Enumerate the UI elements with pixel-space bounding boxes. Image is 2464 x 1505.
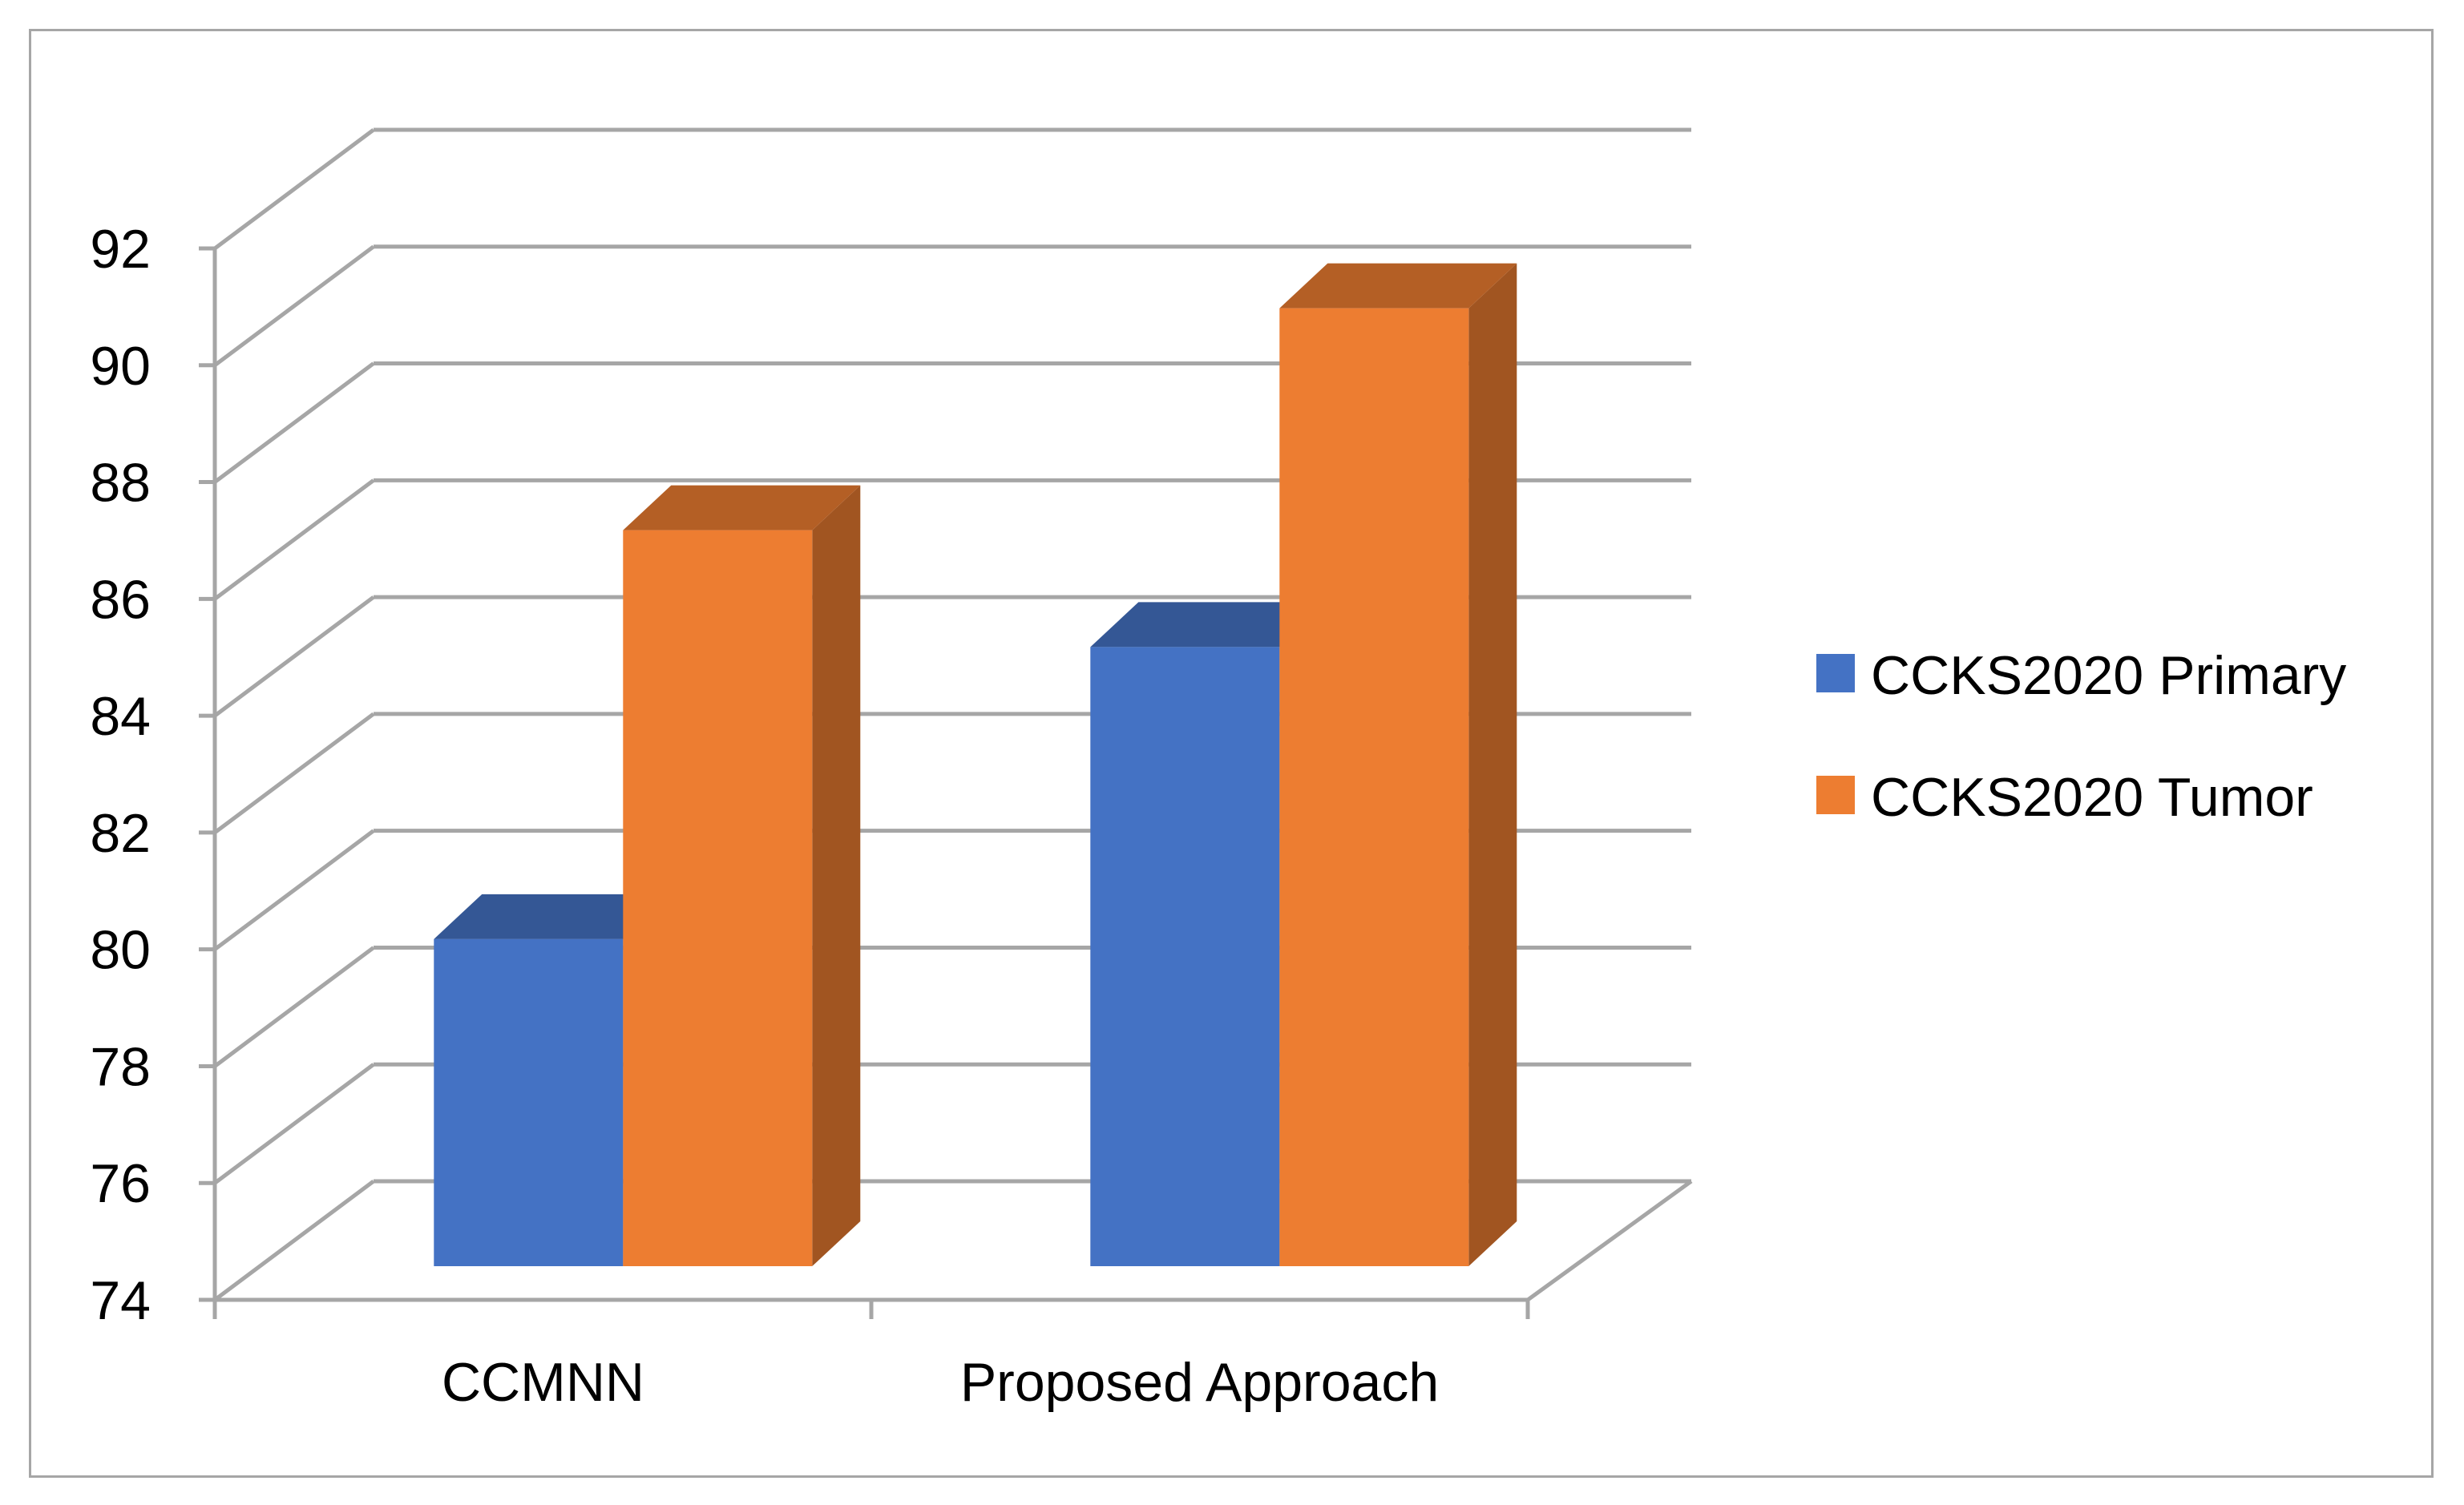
bar-top <box>434 894 672 939</box>
bar-front <box>1090 647 1280 1266</box>
bar-front <box>434 938 624 1266</box>
y-tick-label: 86 <box>90 569 151 630</box>
gridline-side-88 <box>213 361 375 484</box>
y-tick-label: 74 <box>90 1270 151 1331</box>
y-tick-label: 80 <box>90 920 151 981</box>
gridline-side-90 <box>213 244 375 367</box>
bar-top <box>623 485 861 531</box>
legend-item: CCKS2020 Primary <box>1816 645 2346 706</box>
bar-front <box>623 530 813 1266</box>
gridline-side-80 <box>213 829 375 951</box>
y-tick-label: 84 <box>90 686 151 747</box>
y-tick-label: 88 <box>90 453 151 514</box>
bar-ccks2020-tumor-proposed-approach <box>1279 263 1517 1267</box>
axes <box>199 246 1530 1319</box>
y-tick-labels: 74 76 78 80 82 84 86 88 90 92 <box>90 219 151 1331</box>
legend-item: CCKS2020 Tumor <box>1816 767 2313 828</box>
legend-swatch <box>1816 654 1855 692</box>
y-tick-label: 82 <box>90 803 151 864</box>
y-tick-label: 78 <box>90 1036 151 1097</box>
bar-ccks2020-tumor-ccmnn <box>623 485 861 1266</box>
bar-top <box>1090 602 1328 648</box>
gridline-side-84 <box>213 595 375 718</box>
bar-top <box>1279 263 1517 309</box>
legend: CCKS2020 Primary CCKS2020 Tumor <box>1816 645 2346 828</box>
y-tick-label: 92 <box>90 219 151 280</box>
gridline-side-86 <box>213 478 375 601</box>
y-tick-label: 90 <box>90 336 151 397</box>
legend-label: CCKS2020 Primary <box>1871 645 2346 706</box>
gridline-side-76 <box>213 1063 375 1185</box>
gridline-side-92 <box>213 127 375 251</box>
legend-label: CCKS2020 Tumor <box>1871 767 2313 828</box>
bar-front <box>1279 308 1469 1267</box>
gridline-side-74 <box>213 1179 375 1302</box>
bars <box>434 263 1517 1267</box>
gridline-side-82 <box>213 712 375 834</box>
chart-frame <box>29 29 2434 1478</box>
x-tick-label: CCMNN <box>442 1352 644 1413</box>
legend-swatch <box>1816 776 1855 814</box>
x-tick-labels: CCMNN Proposed Approach <box>442 1352 1439 1413</box>
bar-side <box>812 485 861 1266</box>
x-tick-label: Proposed Approach <box>960 1352 1439 1413</box>
gridline-side-78 <box>213 946 375 1068</box>
y-tick-label: 76 <box>90 1153 151 1214</box>
bar-side <box>1468 263 1517 1267</box>
floor-right-edge <box>1526 1179 1693 1302</box>
